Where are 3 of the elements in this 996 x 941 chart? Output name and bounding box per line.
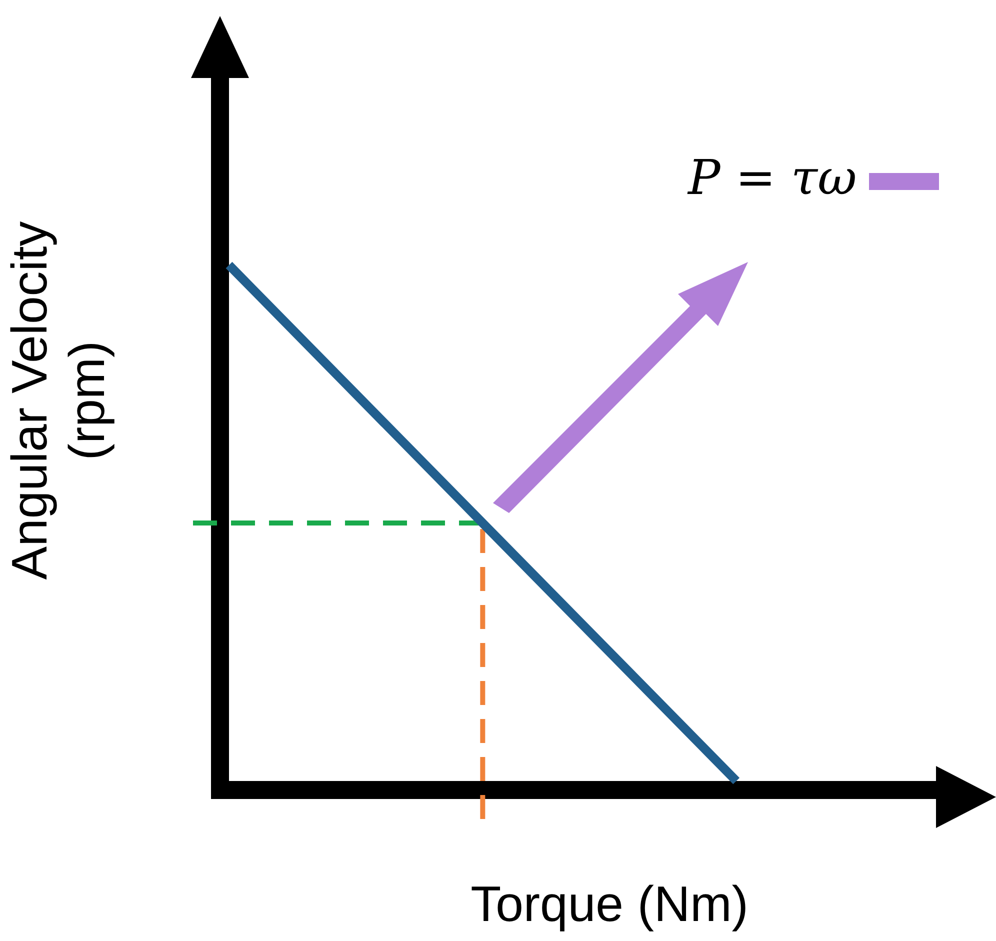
text: P = τω: [688, 150, 857, 206]
x-axis-title: Torque (Nm): [470, 876, 748, 932]
y-axis-title: Angular Velocity (rpm): [2, 221, 116, 580]
